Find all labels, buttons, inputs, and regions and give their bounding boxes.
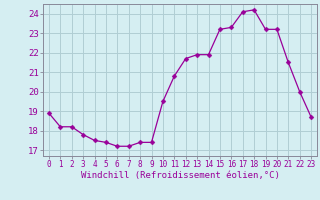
X-axis label: Windchill (Refroidissement éolien,°C): Windchill (Refroidissement éolien,°C)	[81, 171, 279, 180]
